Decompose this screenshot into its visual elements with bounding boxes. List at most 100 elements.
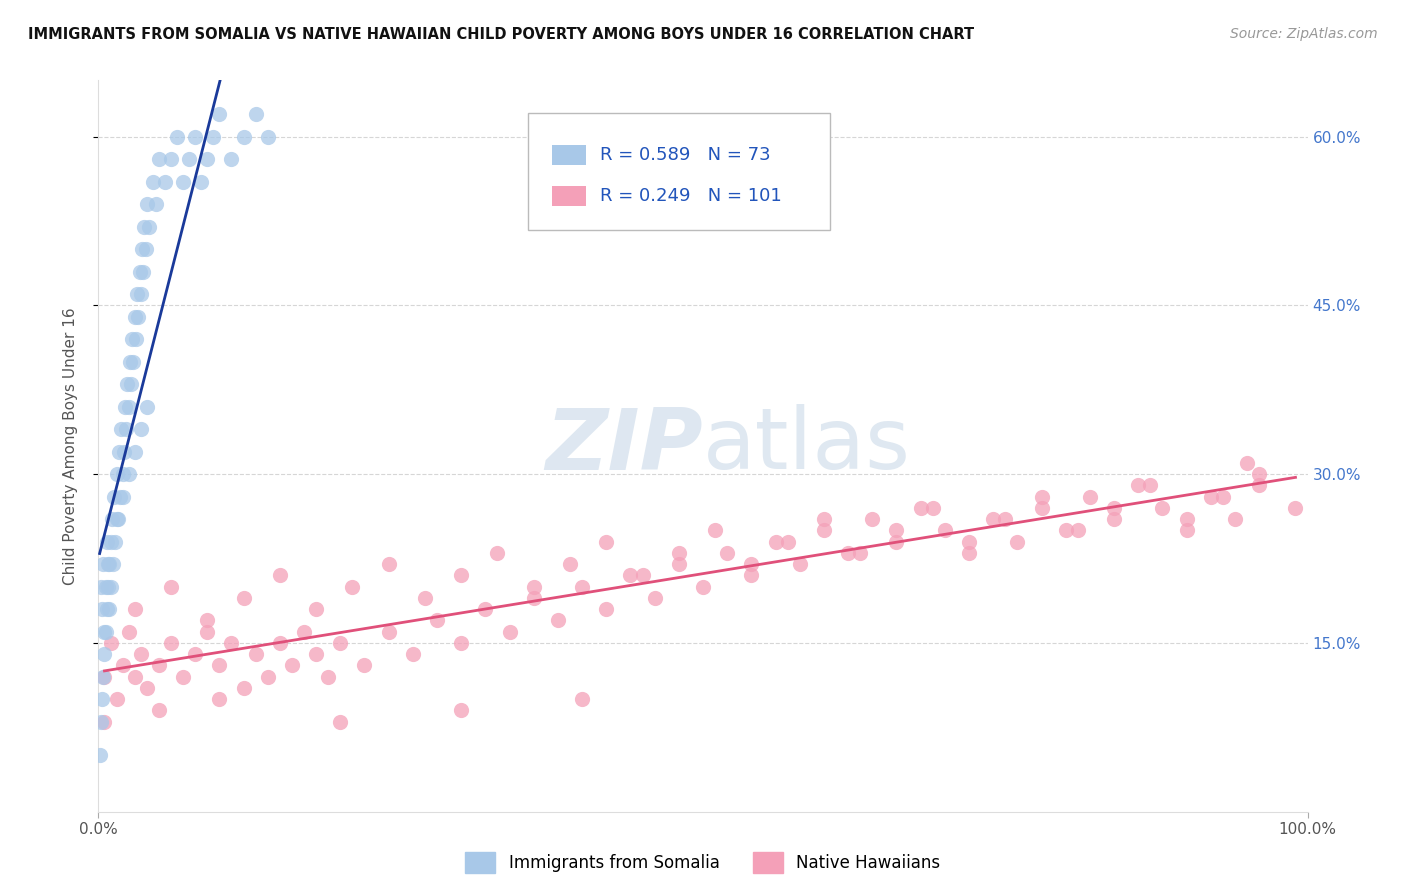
Point — [837, 546, 859, 560]
Point — [813, 524, 835, 538]
Point — [103, 490, 125, 504]
Point — [202, 129, 225, 144]
Point — [860, 512, 883, 526]
Point — [91, 670, 114, 684]
Point — [104, 534, 127, 549]
Point — [329, 636, 352, 650]
Point — [195, 624, 218, 639]
Point — [111, 490, 134, 504]
Text: R = 0.249   N = 101: R = 0.249 N = 101 — [600, 186, 782, 205]
Point — [595, 534, 617, 549]
Point — [148, 658, 170, 673]
Point — [981, 512, 1004, 526]
Point — [108, 444, 131, 458]
Point — [221, 636, 243, 650]
Point — [353, 658, 375, 673]
Point — [450, 703, 472, 717]
Point — [89, 748, 111, 763]
Point — [100, 512, 122, 526]
Point — [426, 614, 449, 628]
Point — [1175, 524, 1198, 538]
Point — [1249, 467, 1271, 482]
Point — [740, 568, 762, 582]
Legend: Immigrants from Somalia, Native Hawaiians: Immigrants from Somalia, Native Hawaiian… — [458, 846, 948, 880]
Point — [124, 602, 146, 616]
Point — [128, 264, 150, 278]
Point — [100, 580, 122, 594]
Point — [1223, 512, 1246, 526]
Point — [138, 219, 160, 234]
Text: Source: ZipAtlas.com: Source: ZipAtlas.com — [1230, 27, 1378, 41]
Point — [474, 602, 496, 616]
Point — [269, 568, 291, 582]
Point — [776, 534, 799, 549]
Point — [1284, 500, 1306, 515]
Point — [93, 714, 115, 729]
Point — [329, 714, 352, 729]
Point — [118, 467, 141, 482]
Point — [934, 524, 956, 538]
Point — [245, 107, 267, 121]
Point — [127, 287, 149, 301]
Point — [94, 624, 117, 639]
Point — [595, 602, 617, 616]
Point — [668, 557, 690, 571]
Point — [118, 400, 141, 414]
Point — [135, 242, 157, 256]
Point — [101, 557, 124, 571]
Point — [105, 512, 128, 526]
Point — [402, 647, 425, 661]
Point — [160, 580, 183, 594]
Point — [127, 310, 149, 324]
Point — [1054, 524, 1077, 538]
Point — [142, 175, 165, 189]
Point — [1152, 500, 1174, 515]
FancyBboxPatch shape — [551, 145, 586, 166]
Point — [145, 197, 167, 211]
Point — [813, 512, 835, 526]
Point — [910, 500, 932, 515]
Point — [1078, 490, 1101, 504]
Point — [957, 534, 980, 549]
Point — [93, 670, 115, 684]
Point — [195, 614, 218, 628]
Point — [1199, 490, 1222, 504]
Point — [547, 614, 569, 628]
Point — [90, 714, 112, 729]
FancyBboxPatch shape — [551, 186, 586, 206]
Point — [134, 219, 156, 234]
Point — [195, 152, 218, 166]
Point — [96, 602, 118, 616]
Point — [571, 580, 593, 594]
Point — [994, 512, 1017, 526]
Point — [765, 534, 787, 549]
Point — [108, 490, 131, 504]
Point — [886, 524, 908, 538]
Point — [1102, 512, 1125, 526]
Point — [644, 591, 666, 605]
Point — [172, 670, 194, 684]
Point — [112, 444, 135, 458]
Point — [1212, 490, 1234, 504]
Point — [221, 152, 243, 166]
Point — [179, 152, 201, 166]
Point — [129, 422, 152, 436]
Point — [90, 580, 112, 594]
Point — [1128, 478, 1150, 492]
Point — [91, 692, 114, 706]
Point — [1175, 512, 1198, 526]
Point — [377, 624, 399, 639]
Point — [232, 591, 254, 605]
Point — [571, 692, 593, 706]
Point — [704, 524, 727, 538]
Point — [135, 197, 157, 211]
Point — [121, 332, 143, 346]
Point — [256, 129, 278, 144]
Point — [98, 557, 121, 571]
Point — [124, 310, 146, 324]
Point — [135, 681, 157, 695]
Point — [523, 591, 546, 605]
Point — [96, 534, 118, 549]
Point — [849, 546, 872, 560]
Point — [619, 568, 641, 582]
